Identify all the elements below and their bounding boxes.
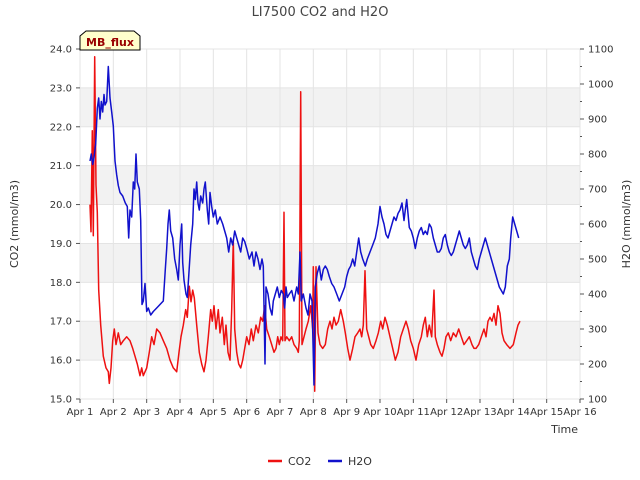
x-tick-label: Apr 5 xyxy=(200,407,227,418)
y-right-tick-label: 800 xyxy=(588,150,607,161)
y-left-tick-label: 17.0 xyxy=(50,317,72,328)
y-right-tick-label: 900 xyxy=(588,115,607,126)
x-tick-label: Apr 7 xyxy=(267,407,294,418)
chart-title: LI7500 CO2 and H2O xyxy=(252,5,389,20)
y-left-tick-label: 20.0 xyxy=(50,200,72,211)
y-left-tick-label: 18.0 xyxy=(50,278,72,289)
x-tick-label: Apr 16 xyxy=(563,407,596,418)
y-right-tick-label: 100 xyxy=(588,395,607,406)
x-tick-label: Apr 10 xyxy=(363,407,396,418)
y-right-tick-label: 400 xyxy=(588,290,607,301)
site-badge-label: MB_flux xyxy=(86,36,134,49)
y-axis-right-ticks: 100 200 300 400 500 600 700 800 900 1000 1100 xyxy=(580,45,613,406)
site-badge-box xyxy=(79,30,141,51)
legend: CO2 H2O xyxy=(268,455,372,468)
y-axis-left-label: CO2 (mmol/m3) xyxy=(8,180,21,268)
x-tick-label: Apr 2 xyxy=(100,407,127,418)
y-right-tick-label: 500 xyxy=(588,255,607,266)
x-axis-ticks: Apr 1 Apr 2 Apr 3 Apr 4 Apr 5 Apr 6 Apr 7 Apr 8… xyxy=(67,399,597,418)
plot-band xyxy=(80,165,580,205)
x-tick-label: Apr 9 xyxy=(333,407,360,418)
legend-label-co2: CO2 xyxy=(288,455,311,468)
series-line-co2 xyxy=(89,56,521,392)
x-tick-label: Apr 14 xyxy=(497,407,530,418)
x-tick-label: Apr 3 xyxy=(133,407,160,418)
y-left-tick-label: 15.0 xyxy=(50,395,72,406)
y-right-tick-label: 300 xyxy=(588,325,607,336)
y-left-tick-label: 19.0 xyxy=(50,239,72,250)
y-right-tick-label: 1000 xyxy=(588,80,613,91)
y-right-tick-label: 600 xyxy=(588,220,607,231)
y-left-tick-label: 16.0 xyxy=(50,356,72,367)
y-left-tick-label: 23.0 xyxy=(50,83,72,94)
y-left-tick-label: 22.0 xyxy=(50,122,72,133)
x-tick-label: Apr 8 xyxy=(300,407,327,418)
y-right-tick-label: 1100 xyxy=(588,45,613,56)
x-tick-label: Apr 12 xyxy=(430,407,463,418)
x-tick-label: Apr 1 xyxy=(67,407,94,418)
y-right-tick-label: 700 xyxy=(588,185,607,196)
x-tick-label: Apr 4 xyxy=(167,407,194,418)
plot-band xyxy=(80,87,580,127)
site-badge: MB_flux xyxy=(79,30,141,51)
y-left-tick-label: 21.0 xyxy=(50,161,72,172)
x-tick-label: Apr 6 xyxy=(233,407,260,418)
plot-grid xyxy=(79,48,581,400)
y-right-tick-label: 200 xyxy=(588,360,607,371)
series-layer xyxy=(89,56,521,392)
series-line-h2o xyxy=(89,65,520,386)
y-left-tick-label: 24.0 xyxy=(50,45,72,56)
y-axis-right-label: H2O (mmol/m3) xyxy=(620,180,633,269)
x-tick-label: Apr 15 xyxy=(530,407,563,418)
legend-label-h2o: H2O xyxy=(348,455,372,468)
y-axis-left-ticks: 15.0 16.0 17.0 18.0 19.0 20.0 21.0 22.0 23.0 24.0 xyxy=(50,45,80,406)
x-tick-label: Apr 11 xyxy=(397,407,430,418)
x-tick-label: Apr 13 xyxy=(463,407,496,418)
x-axis-label: Time xyxy=(550,423,578,436)
